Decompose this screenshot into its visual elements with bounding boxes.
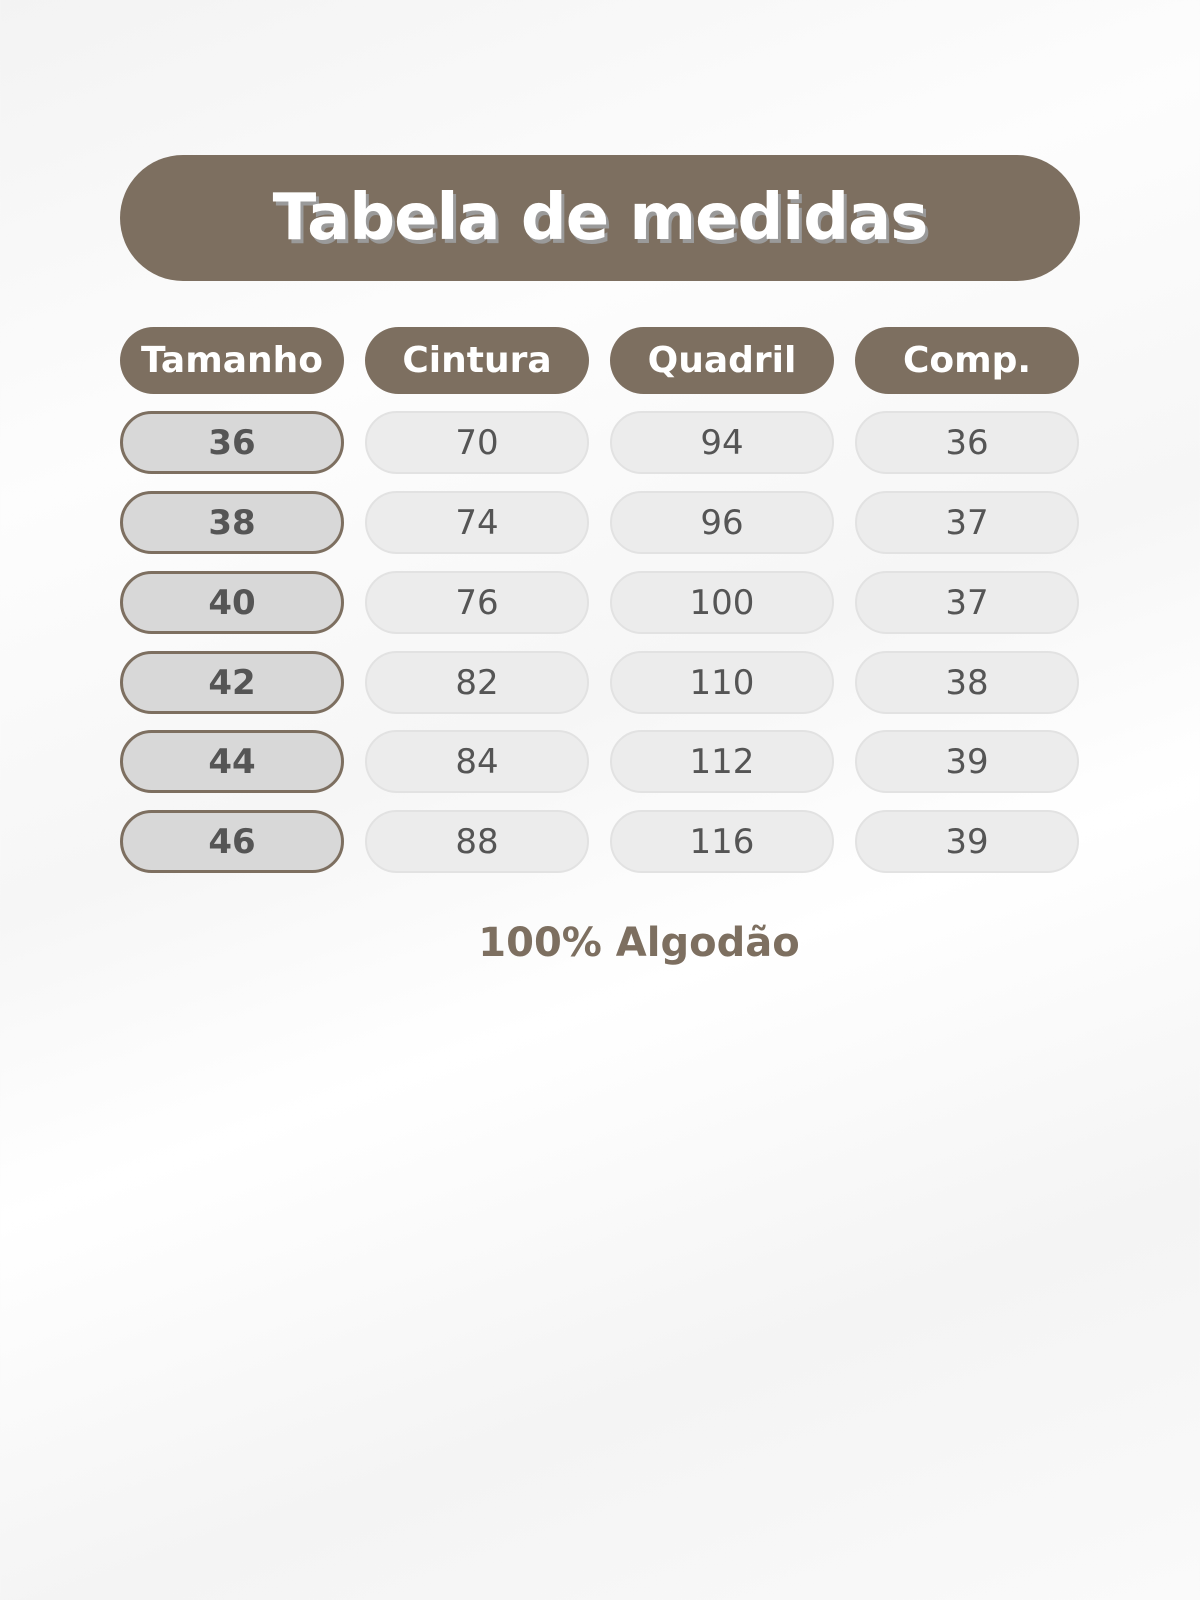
measure-cell: 116 xyxy=(610,810,834,873)
material-note: 100% Algodão xyxy=(478,920,800,966)
column-header-comp: Comp. xyxy=(855,327,1079,394)
size-cell: 36 xyxy=(120,411,344,474)
measure-cell: 37 xyxy=(855,571,1079,634)
measure-cell: 38 xyxy=(855,651,1079,714)
column-header-cintura: Cintura xyxy=(365,327,589,394)
size-cell: 40 xyxy=(120,571,344,634)
measure-cell: 82 xyxy=(365,651,589,714)
size-cell: 46 xyxy=(120,810,344,873)
measure-cell: 100 xyxy=(610,571,834,634)
measure-cell: 39 xyxy=(855,730,1079,793)
column-header-quadril: Quadril xyxy=(610,327,834,394)
measure-cell: 76 xyxy=(365,571,589,634)
measure-cell: 70 xyxy=(365,411,589,474)
column-header-tamanho: Tamanho xyxy=(120,327,344,394)
size-cell: 38 xyxy=(120,491,344,554)
measure-cell: 39 xyxy=(855,810,1079,873)
measure-cell: 36 xyxy=(855,411,1079,474)
measure-cell: 88 xyxy=(365,810,589,873)
measure-cell: 110 xyxy=(610,651,834,714)
measure-cell: 112 xyxy=(610,730,834,793)
measure-cell: 84 xyxy=(365,730,589,793)
page-title: Tabela de medidas xyxy=(120,155,1080,281)
measure-cell: 74 xyxy=(365,491,589,554)
size-cell: 44 xyxy=(120,730,344,793)
measure-cell: 94 xyxy=(610,411,834,474)
measure-cell: 96 xyxy=(610,491,834,554)
measure-cell: 37 xyxy=(855,491,1079,554)
size-cell: 42 xyxy=(120,651,344,714)
